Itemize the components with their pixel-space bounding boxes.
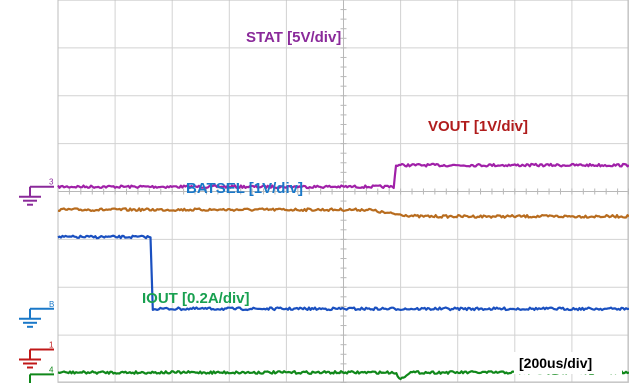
channel-number: 4 (49, 365, 54, 374)
stat-trace (57, 162, 629, 190)
batsel-trace-label: BATSEL [1V/div] (186, 180, 303, 197)
vout-trace (57, 207, 629, 219)
vout-trace-label: VOUT [1V/div] (428, 118, 528, 135)
stat-trace-label: STAT [5V/div] (246, 29, 341, 46)
batsel-trace (57, 234, 629, 312)
timebase-box (514, 352, 622, 374)
iout-trace-label: IOUT [0.2A/div] (142, 290, 250, 307)
channel-number: 3 (49, 178, 54, 187)
channel-number: B (49, 300, 54, 309)
screen-frame (57, 0, 629, 383)
channel-number: 1 (49, 340, 54, 349)
ground-marker-layer: 3 B 1 4 (19, 178, 54, 383)
timebase-readout: [200us/div] (519, 355, 592, 371)
graticule (57, 0, 629, 383)
